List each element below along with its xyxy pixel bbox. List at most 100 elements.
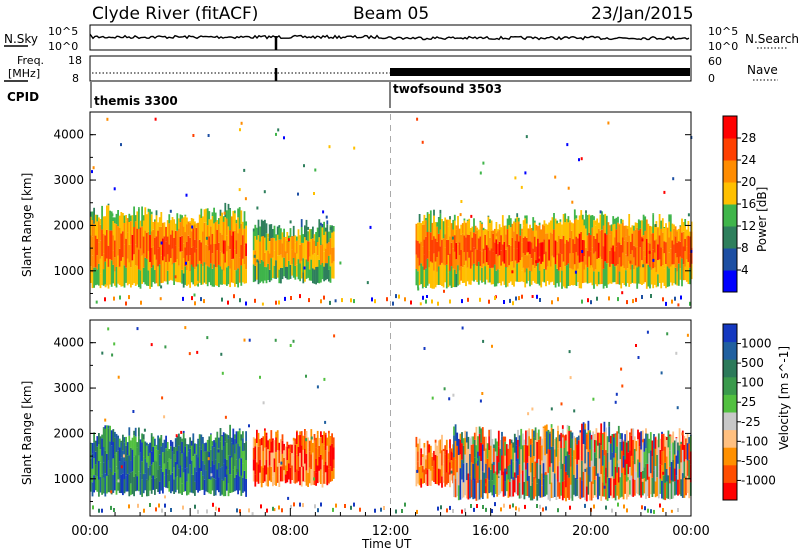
echo-cell	[226, 474, 228, 491]
echo-cell	[104, 473, 107, 497]
echo-cell	[202, 475, 204, 490]
echo-cell	[242, 258, 244, 283]
echo-cell	[190, 247, 193, 265]
echo-cell	[254, 474, 257, 487]
echo-cell	[619, 459, 622, 478]
echo-cell	[585, 449, 588, 468]
echo-cell	[254, 459, 257, 475]
scatter-echo	[419, 302, 422, 306]
echo-cell	[98, 461, 100, 480]
echo-cell	[628, 214, 631, 236]
echo-cell	[677, 442, 679, 451]
near-range-echo	[290, 504, 292, 509]
near-range-echo	[551, 300, 553, 305]
echo-cell	[260, 236, 263, 260]
echo-cell	[499, 448, 502, 471]
echo-cell	[609, 225, 611, 235]
echo-cell	[428, 250, 431, 268]
echo-cell	[604, 213, 607, 234]
echo-cell	[99, 436, 102, 449]
echo-cell	[569, 466, 572, 485]
near-range-echo	[284, 296, 286, 301]
echo-cell	[624, 459, 627, 475]
echo-cell	[133, 435, 135, 457]
near-range-echo	[302, 503, 304, 508]
echo-cell	[307, 447, 309, 463]
near-range-echo	[137, 503, 139, 508]
echo-cell	[321, 244, 324, 263]
echo-cell	[524, 272, 527, 288]
echo-cell	[472, 436, 475, 445]
echo-cell	[597, 432, 599, 446]
echo-cell	[641, 236, 643, 261]
echo-cell	[297, 446, 300, 457]
echo-cell	[457, 265, 459, 286]
echo-cell	[284, 465, 287, 475]
echo-cell	[575, 218, 578, 237]
echo-cell	[671, 264, 674, 286]
echo-cell	[146, 445, 148, 463]
echo-cell	[94, 451, 97, 465]
echo-cell	[94, 475, 97, 491]
scatter-echo	[421, 140, 424, 144]
near-range-echo	[611, 508, 613, 513]
colorbar-tick-label: 16	[741, 197, 756, 211]
echo-cell	[613, 218, 616, 224]
near-range-echo	[503, 300, 505, 304]
echo-cell	[614, 434, 617, 454]
echo-cell	[541, 445, 543, 461]
echo-cell	[224, 262, 227, 285]
echo-cell	[447, 472, 450, 483]
echo-cell	[328, 433, 330, 452]
echo-cell	[463, 218, 466, 221]
echo-cell	[639, 267, 642, 285]
echo-cell	[242, 477, 244, 493]
echo-cell	[601, 449, 604, 466]
echo-cell	[302, 435, 305, 450]
echo-cell	[128, 244, 131, 263]
echo-cell	[93, 432, 95, 443]
echo-cell	[283, 457, 285, 471]
near-range-echo	[317, 508, 319, 513]
echo-cell	[589, 466, 591, 482]
echo-cell	[640, 431, 643, 450]
echo-cell	[131, 215, 134, 235]
scatter-echo	[169, 209, 172, 213]
echo-cell	[604, 233, 607, 262]
echo-cell	[227, 266, 230, 285]
echo-cell	[118, 266, 121, 285]
echo-cell	[144, 230, 147, 258]
echo-cell	[521, 270, 523, 282]
echo-cell	[517, 458, 519, 476]
echo-cell	[232, 258, 235, 284]
echo-cell	[296, 236, 298, 241]
echo-cell	[216, 469, 219, 491]
echo-cell	[439, 209, 442, 214]
echo-cell	[653, 470, 655, 494]
echo-cell	[264, 252, 266, 267]
echo-cell	[130, 267, 132, 288]
scatter-echo	[280, 461, 283, 465]
echo-cell	[184, 247, 187, 267]
near-range-echo	[569, 505, 571, 510]
echo-cell	[501, 431, 503, 437]
echo-cell	[321, 223, 324, 228]
echo-cell	[637, 266, 640, 284]
echo-cell	[587, 452, 590, 475]
echo-cell	[114, 472, 116, 491]
near-range-echo	[626, 300, 628, 305]
echo-cell	[636, 246, 639, 268]
echo-cell	[449, 216, 451, 220]
echo-cell	[506, 229, 509, 247]
echo-cell	[682, 246, 685, 265]
colorbar-segment	[723, 182, 737, 205]
power-colorbar-label: Power [dB]	[755, 187, 769, 252]
echo-cell	[197, 222, 199, 241]
echo-cell	[208, 465, 211, 479]
echo-cell	[584, 445, 587, 464]
scatter-echo	[240, 121, 243, 125]
echo-cell	[222, 432, 225, 447]
echo-cell	[152, 265, 155, 283]
echo-cell	[686, 443, 689, 461]
echo-cell	[332, 231, 335, 248]
